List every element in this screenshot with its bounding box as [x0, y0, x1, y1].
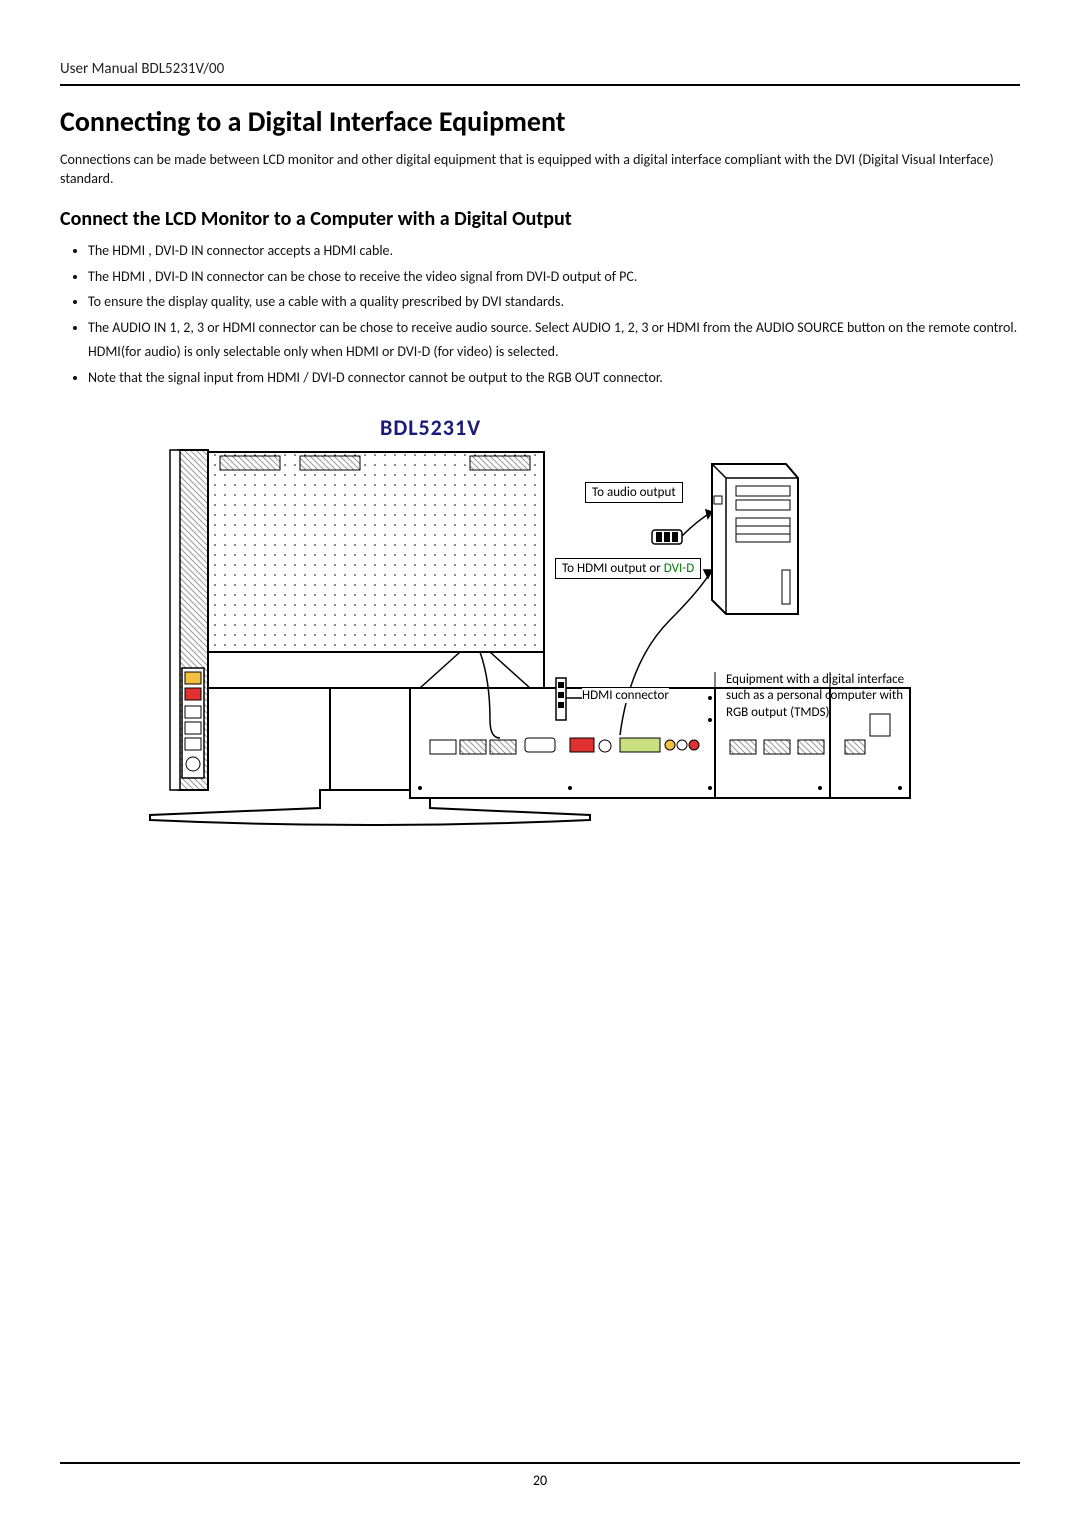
section-subtitle: Connect the LCD Monitor to a Computer wi…	[60, 207, 1020, 231]
diagram-svg	[130, 420, 950, 880]
page-number: 20	[533, 1472, 547, 1489]
pc-tower-icon	[712, 464, 798, 614]
label-hdmi-output: To HDMI output or DVI-D	[555, 558, 701, 579]
side-port-column	[182, 668, 204, 778]
list-item: The HDMI , DVI-D IN connector can be cho…	[88, 265, 1020, 289]
page-title: Connecting to a Digital Interface Equipm…	[60, 104, 1020, 139]
list-item: The AUDIO IN 1, 2, 3 or HDMI connector c…	[88, 316, 1020, 364]
diagram-model-label: BDL5231V	[380, 414, 481, 441]
label-audio-output: To audio output	[585, 482, 683, 503]
equipment-caption: Equipment with a digital interface such …	[726, 672, 926, 723]
page-footer: 20	[60, 1462, 1020, 1489]
page-header: User Manual BDL5231V/00	[60, 60, 1020, 86]
list-item: Note that the signal input from HDMI / D…	[88, 366, 1020, 390]
list-item: The HDMI , DVI-D IN connector accepts a …	[88, 239, 1020, 263]
connection-diagram: BDL5231V	[130, 420, 950, 885]
header-text: User Manual BDL5231V/00	[60, 60, 224, 78]
list-item: To ensure the display quality, use a cab…	[88, 290, 1020, 314]
label-hdmi-connector: HDMI connector	[582, 688, 669, 703]
intro-paragraph: Connections can be made between LCD moni…	[60, 151, 1020, 189]
audio-jack-icon	[652, 530, 682, 544]
bullet-list: The HDMI , DVI-D IN connector accepts a …	[60, 239, 1020, 390]
